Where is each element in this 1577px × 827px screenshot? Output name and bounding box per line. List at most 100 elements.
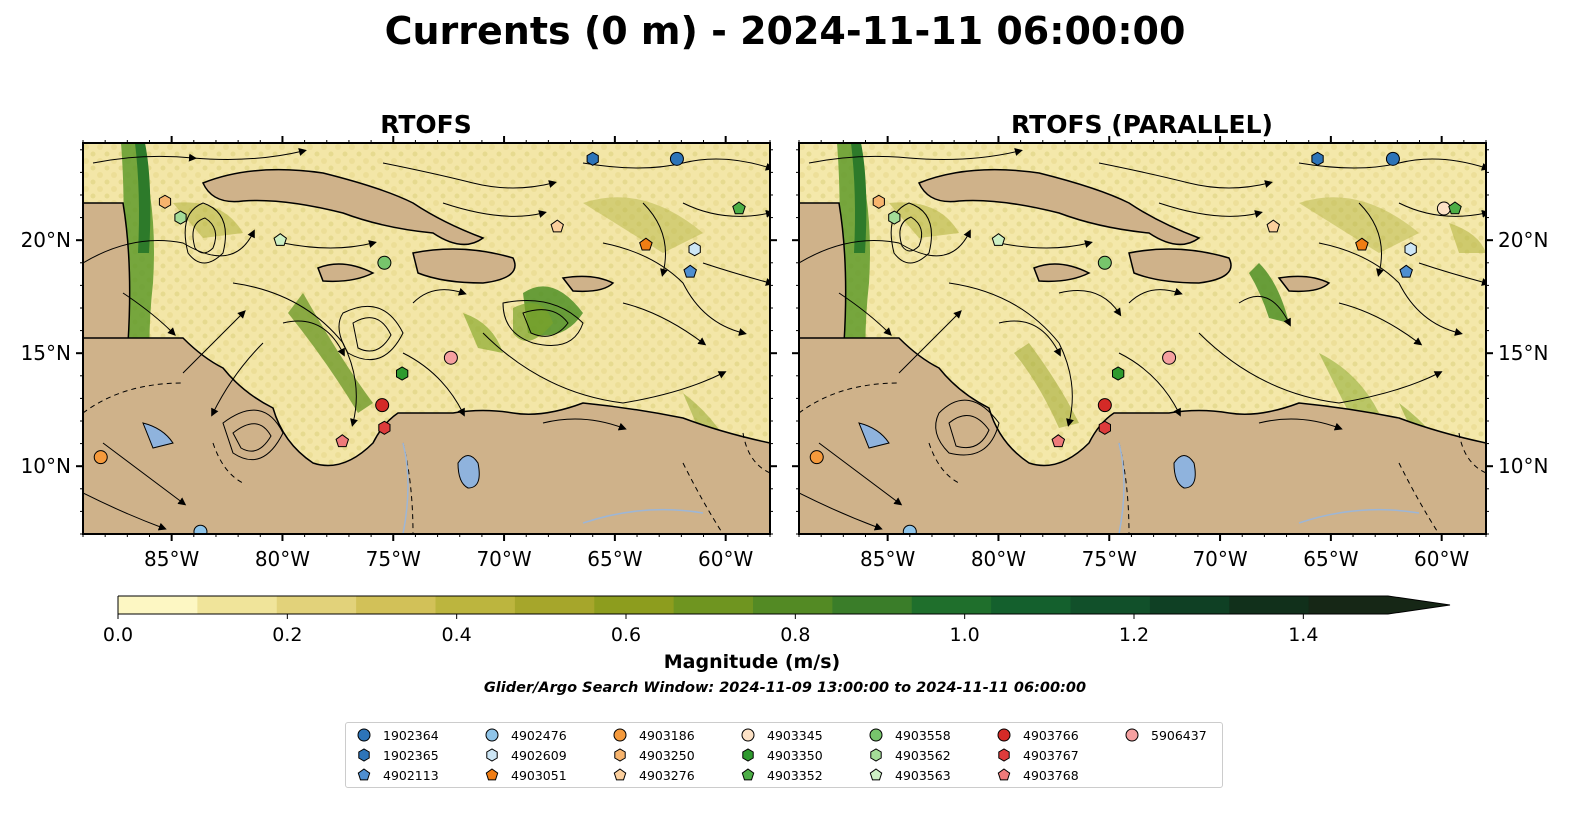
float-marker-4903558 <box>1097 255 1112 270</box>
colorbar-tick-label: 0.4 <box>442 624 472 646</box>
streamlines <box>83 148 770 531</box>
map-frame <box>82 142 771 535</box>
float-marker-4903352 <box>732 201 746 215</box>
axis-ticks: 85°W 80°W 75°W 70°W 65°W 60°W 10°N 15°N 20°N <box>21 136 777 571</box>
colorbar-segment <box>1308 596 1389 614</box>
float-marker-4903767 <box>1098 420 1111 435</box>
legend-label: 1902364 <box>383 727 439 743</box>
colorbar-ticks: 0.0 0.2 0.4 0.6 0.8 1.0 1.2 1.4 <box>103 614 1318 646</box>
float-marker-4903558 <box>377 255 392 270</box>
colorbar-tick-label: 0.2 <box>272 624 302 646</box>
float-marker-4903250 <box>872 194 885 209</box>
colorbar-segment <box>991 596 1072 614</box>
float-marker-4903563 <box>991 233 1006 246</box>
float-marker-4903051 <box>639 237 653 251</box>
lat-tick-label: 20°N <box>21 228 71 252</box>
legend-item-4903558: 4903558 <box>869 726 951 744</box>
rivers <box>1118 442 1420 534</box>
circle-marker-icon <box>613 728 627 742</box>
panel-title: RTOFS <box>380 110 472 139</box>
pentagon-marker-icon <box>357 768 371 781</box>
figure-title: Currents (0 m) - 2024-11-11 06:00:00 <box>385 9 1186 53</box>
legend-label: 4903558 <box>895 727 951 743</box>
legend-label: 4903766 <box>1023 727 1079 743</box>
lon-tick-label: 70°W <box>476 547 531 571</box>
float-marker-4903276 <box>1266 219 1280 233</box>
legend-item-4902476: 4902476 <box>485 726 567 744</box>
legend-label: 4902113 <box>383 767 439 783</box>
legend-label: 4903563 <box>895 767 951 783</box>
colorbar-segment <box>594 596 675 614</box>
streamlines <box>799 148 1486 531</box>
float-markers <box>809 151 1462 534</box>
legend-label: 4903250 <box>639 747 695 763</box>
float-marker-4903766 <box>375 398 390 413</box>
legend-label: 4903276 <box>639 767 695 783</box>
pentagon-marker-icon <box>869 768 883 781</box>
map-area[interactable] <box>83 143 770 538</box>
float-marker-4903766 <box>1097 398 1112 413</box>
lon-tick-label: 85°W <box>860 547 915 571</box>
float-marker-4903186 <box>809 450 824 465</box>
hexagon-marker-icon <box>742 748 754 762</box>
colorbar-segment <box>1229 596 1310 614</box>
legend-label: 4902609 <box>511 747 567 763</box>
lat-tick-label: 20°N <box>1498 228 1548 252</box>
float-marker-4902609 <box>1404 242 1417 257</box>
colorbar-tick-label: 0.6 <box>611 624 641 646</box>
lon-tick-label: 60°W <box>1414 547 1469 571</box>
circle-marker-icon <box>1125 728 1139 742</box>
lakes <box>858 422 1196 489</box>
map-panel-rtofs-parallel: RTOFS (PARALLEL) <box>792 110 1548 571</box>
legend-label: 4903350 <box>767 747 823 763</box>
float-marker-4902476 <box>193 524 208 534</box>
float-marker-4903186 <box>93 450 108 465</box>
legend-label: 4903562 <box>895 747 951 763</box>
float-marker-4902609 <box>688 242 701 257</box>
colorbar-tick-label: 1.4 <box>1288 624 1318 646</box>
colorbar-segment <box>514 596 595 614</box>
legend-item-1902364: 1902364 <box>357 726 439 744</box>
colorbar-segment <box>753 596 833 614</box>
lon-tick-label: 75°W <box>1082 547 1137 571</box>
legend-item-4903562: 4903562 <box>869 746 951 764</box>
float-marker-4903562 <box>888 210 901 225</box>
float-marker-4903345 <box>1436 201 1451 216</box>
circle-marker-icon <box>869 728 883 742</box>
hexagon-marker-icon <box>486 748 498 762</box>
float-marker-1902364 <box>669 151 684 166</box>
colorbar-segments <box>118 596 1389 614</box>
pentagon-marker-icon <box>997 768 1011 781</box>
map-area[interactable] <box>799 143 1486 538</box>
legend-item-5906437: 5906437 <box>1125 726 1207 744</box>
float-marker-4903350 <box>396 366 409 381</box>
colorbar-outline <box>117 595 1451 615</box>
legend-label: 4903051 <box>511 767 567 783</box>
float-marker-4903276 <box>550 219 564 233</box>
lon-tick-label: 65°W <box>1303 547 1358 571</box>
float-marker-4903250 <box>158 194 172 209</box>
pentagon-marker-icon <box>741 768 755 781</box>
map-panel-rtofs: RTOFS <box>21 110 777 571</box>
lon-tick-label: 75°W <box>366 547 421 571</box>
lon-tick-label: 60°W <box>698 547 753 571</box>
legend-label: 4903352 <box>767 767 823 783</box>
borders <box>83 382 770 534</box>
colorbar-extend-arrow <box>1388 596 1450 614</box>
colorbar-segment <box>435 596 516 614</box>
colorbar-segment <box>1149 596 1230 614</box>
pentagon-marker-icon <box>613 768 627 781</box>
legend-item-4902113: 4902113 <box>357 766 439 784</box>
lon-tick-label: 85°W <box>144 547 199 571</box>
float-marker-5906437 <box>443 350 458 365</box>
float-marker-4903768 <box>1051 434 1066 448</box>
colorbar-tick-label: 1.0 <box>950 624 980 646</box>
legend-item-4903186: 4903186 <box>613 726 695 744</box>
lon-tick-label: 70°W <box>1192 547 1247 571</box>
float-marker-1902365 <box>1311 151 1324 166</box>
lat-tick-label: 15°N <box>21 341 71 365</box>
colorbar: 0.0 0.2 0.4 0.6 0.8 1.0 1.2 1.4 Magnitude (m/s) <box>103 595 1451 673</box>
legend-item-4903051: 4903051 <box>485 766 567 784</box>
float-marker-4903352 <box>1448 201 1462 215</box>
